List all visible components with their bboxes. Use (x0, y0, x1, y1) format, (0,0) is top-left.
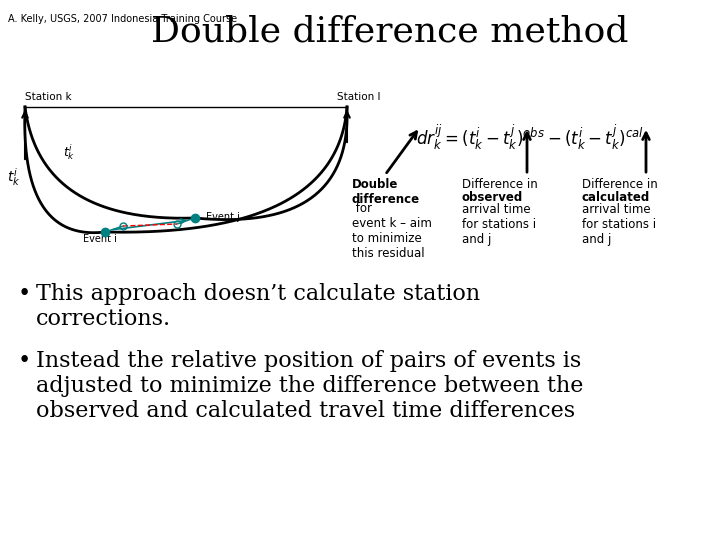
Text: arrival time
for stations i
and j: arrival time for stations i and j (462, 203, 536, 246)
Text: Double difference method: Double difference method (151, 14, 629, 48)
Text: $t_k^i$: $t_k^i$ (63, 143, 76, 163)
Text: A. Kelly, USGS, 2007 Indonesia Training Course: A. Kelly, USGS, 2007 Indonesia Training … (8, 14, 237, 24)
Text: difference: difference (352, 178, 420, 206)
Text: Instead the relative position of pairs of events is: Instead the relative position of pairs o… (36, 350, 581, 372)
Text: $t_k^i$: $t_k^i$ (7, 166, 20, 188)
Text: Difference in: Difference in (462, 178, 538, 206)
Text: calculated: calculated (582, 191, 650, 204)
Text: Event j: Event j (206, 212, 240, 222)
Text: Difference in: Difference in (582, 178, 658, 206)
Text: for
event k – aim
to minimize
this residual: for event k – aim to minimize this resid… (352, 202, 432, 260)
Text: $dr_k^{ij} = (t_k^i - t_k^j)^{obs} - (t_k^i - t_k^j)^{cal}$: $dr_k^{ij} = (t_k^i - t_k^j)^{obs} - (t_… (416, 123, 644, 152)
Text: •: • (18, 350, 31, 372)
Text: Station l: Station l (337, 92, 380, 102)
Text: observed and calculated travel time differences: observed and calculated travel time diff… (36, 400, 575, 422)
Text: This approach doesn’t calculate station: This approach doesn’t calculate station (36, 283, 480, 305)
Text: arrival time
for stations i
and j: arrival time for stations i and j (582, 203, 656, 246)
Text: observed: observed (462, 191, 523, 204)
Text: adjusted to minimize the difference between the: adjusted to minimize the difference betw… (36, 375, 583, 397)
Text: Double: Double (352, 178, 398, 206)
Text: Event i: Event i (83, 234, 117, 244)
Text: corrections.: corrections. (36, 308, 171, 330)
Text: Station k: Station k (25, 92, 71, 102)
Text: •: • (18, 283, 31, 305)
